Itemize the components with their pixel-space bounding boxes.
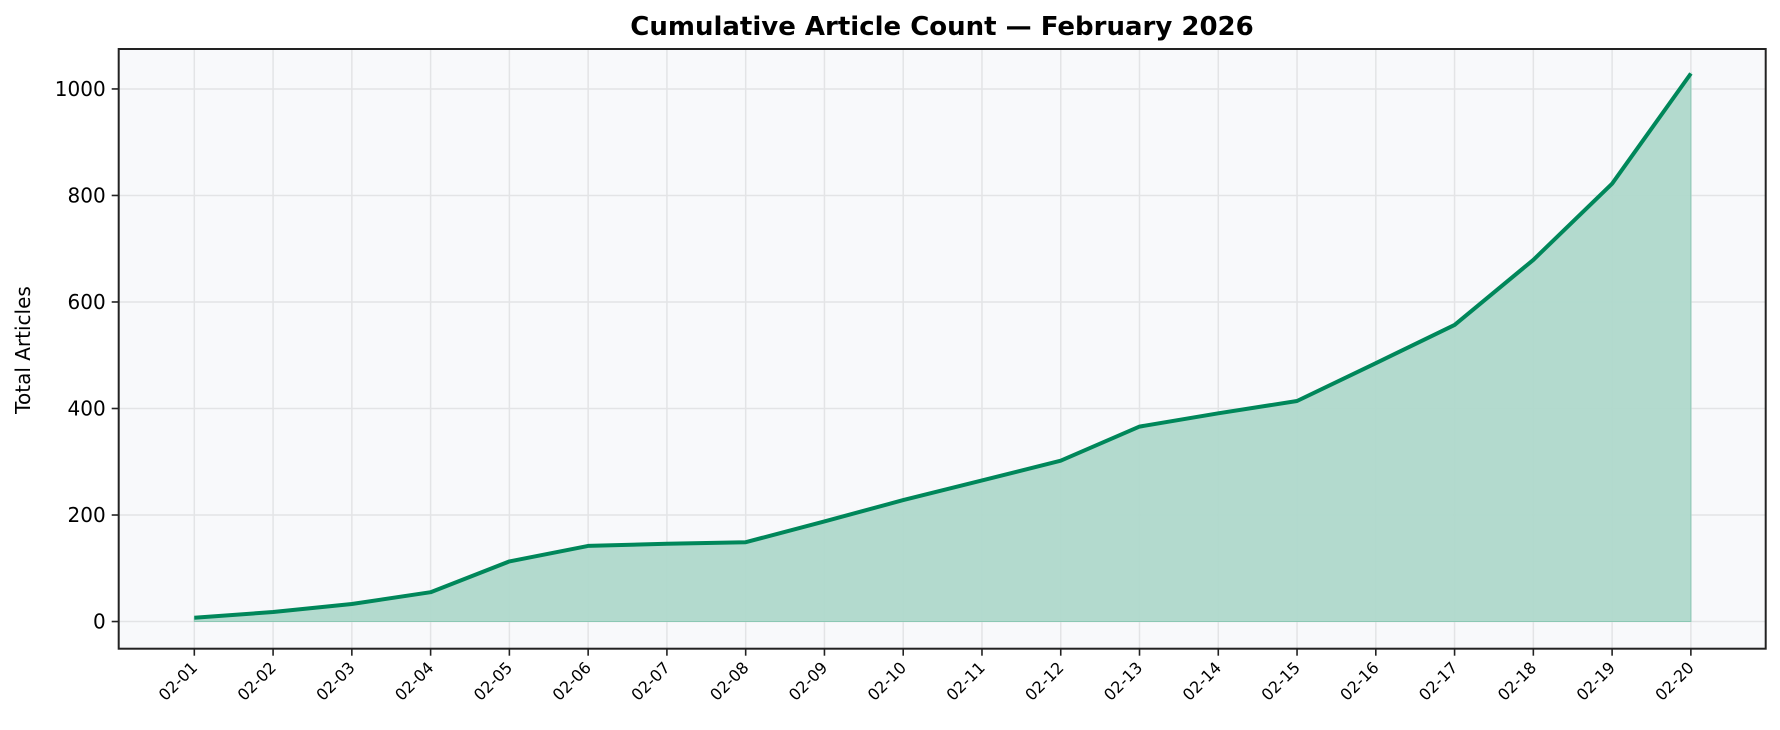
y-axis-label: Total Articles (11, 286, 35, 415)
y-tick-label: 1000 (55, 77, 106, 101)
x-tick-label: 02-20 (1651, 658, 1697, 704)
plot-frame (117, 48, 1767, 650)
x-tick-label: 02-04 (391, 658, 437, 704)
x-tick-label: 02-05 (470, 658, 516, 704)
x-tick-label: 02-11 (942, 658, 988, 704)
x-tick-label: 02-06 (549, 658, 595, 704)
x-tick-label: 02-07 (627, 658, 673, 704)
x-tick-label: 02-10 (864, 658, 910, 704)
x-tick-label: 02-15 (1258, 658, 1304, 704)
chart-title: Cumulative Article Count — February 2026 (630, 12, 1253, 42)
x-tick-label: 02-09 (785, 658, 831, 704)
y-axis: 0 200 400 600 800 1000 (55, 77, 119, 634)
x-tick-label: 02-14 (1179, 658, 1225, 704)
x-tick-label: 02-02 (234, 658, 280, 704)
y-tick-label: 600 (68, 290, 106, 314)
x-tick-label: 02-01 (155, 658, 201, 704)
x-tick-label: 02-12 (1021, 658, 1067, 704)
x-tick-label: 02-18 (1494, 658, 1540, 704)
y-tick-label: 400 (68, 397, 106, 421)
x-tick-label: 02-16 (1336, 658, 1382, 704)
x-tick-label: 02-03 (312, 658, 358, 704)
x-tick-label: 02-08 (706, 658, 752, 704)
y-tick-label: 200 (68, 503, 106, 527)
series-line (194, 72, 1693, 620)
x-axis: 02-01 02-02 02-03 02-04 02-05 02-06 02-07 02-08… (155, 648, 1698, 704)
x-tick-label: 02-19 (1573, 658, 1619, 704)
x-tick-label: 02-13 (1100, 658, 1146, 704)
x-tick-label: 02-17 (1415, 658, 1461, 704)
y-tick-label: 800 (68, 183, 106, 207)
y-tick-label: 0 (93, 610, 106, 634)
